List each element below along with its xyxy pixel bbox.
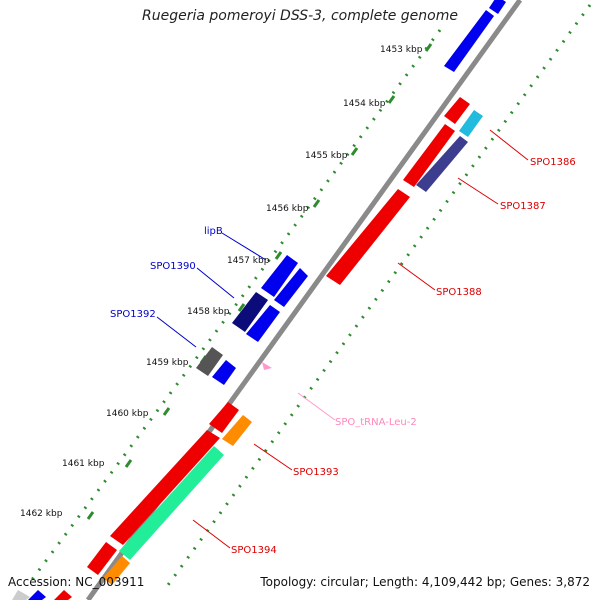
connector-spo1386 — [489, 129, 529, 161]
connector-trna — [297, 392, 336, 421]
gene-spo1394 — [119, 446, 224, 560]
gene-spo1387 — [416, 136, 468, 192]
label-spo1393: SPO1393 — [293, 467, 339, 478]
gene-spo1388 — [326, 189, 410, 285]
connector-spo1393 — [253, 443, 293, 471]
forward-genes — [196, 0, 506, 385]
connector-spo1394 — [192, 519, 231, 549]
bottom-left-genes — [12, 590, 72, 600]
label-spo1388: SPO1388 — [436, 287, 482, 298]
tick-label-1455: 1455 kbp — [305, 151, 348, 161]
reverse-genes — [87, 97, 483, 585]
genome-title: Ruegeria pomeroyi DSS-3, complete genome — [142, 8, 458, 24]
label-spo1392: SPO1392 — [110, 309, 156, 320]
accession-text: Accession: NC_003911 — [8, 575, 145, 589]
tick-label-1458: 1458 kbp — [187, 307, 230, 317]
tick-label-1457: 1457 kbp — [227, 256, 270, 266]
inner-dotted-track — [166, 4, 592, 586]
label-spo1390: SPO1390 — [150, 261, 196, 272]
gene-forward-d — [212, 360, 236, 385]
tick-marks — [86, 43, 433, 520]
connector-spo1388 — [397, 262, 436, 291]
gene-spo1393 — [222, 415, 252, 446]
genome-summary-text: Topology: circular; Length: 4,109,442 bp… — [260, 575, 590, 589]
tick-label-1454: 1454 kbp — [343, 99, 386, 109]
gene-red-long — [110, 430, 220, 545]
gene-red-small — [403, 124, 455, 187]
outer-dotted-track — [26, 29, 442, 586]
gene-forward-top-2 — [489, 0, 506, 14]
connector-spo1392 — [156, 316, 197, 348]
gene-lipb — [261, 255, 298, 297]
label-lipb: lipB — [204, 226, 223, 237]
label-spo1386: SPO1386 — [530, 157, 576, 168]
gene-spo1390 — [232, 292, 268, 332]
gene-spo1392 — [196, 347, 223, 376]
connector-spo1387 — [457, 177, 499, 205]
label-trna: SPO_tRNA-Leu-2 — [335, 417, 417, 428]
tick-label-1460: 1460 kbp — [106, 409, 149, 419]
gene-bottom-orange — [103, 556, 130, 585]
gene-forward-c — [246, 305, 280, 342]
label-spo1387: SPO1387 — [500, 201, 546, 212]
tick-label-1461: 1461 kbp — [62, 459, 105, 469]
gene-spo1386-red — [444, 97, 470, 124]
tick-label-1459: 1459 kbp — [146, 358, 189, 368]
tick-label-1462: 1462 kbp — [20, 509, 63, 519]
connector-lipb — [221, 232, 267, 261]
label-spo1394: SPO1394 — [231, 545, 277, 556]
gene-spo1386 — [459, 110, 483, 137]
gene-bottom-red — [87, 542, 117, 575]
gene-spo1393-red — [209, 402, 239, 433]
gene-forward-b — [274, 268, 308, 307]
trna-marker — [262, 362, 272, 370]
connector-spo1390 — [196, 267, 235, 299]
tick-label-1456: 1456 kbp — [266, 204, 309, 214]
tick-label-1453: 1453 kbp — [380, 45, 423, 55]
gene-forward-top-1 — [444, 10, 494, 72]
